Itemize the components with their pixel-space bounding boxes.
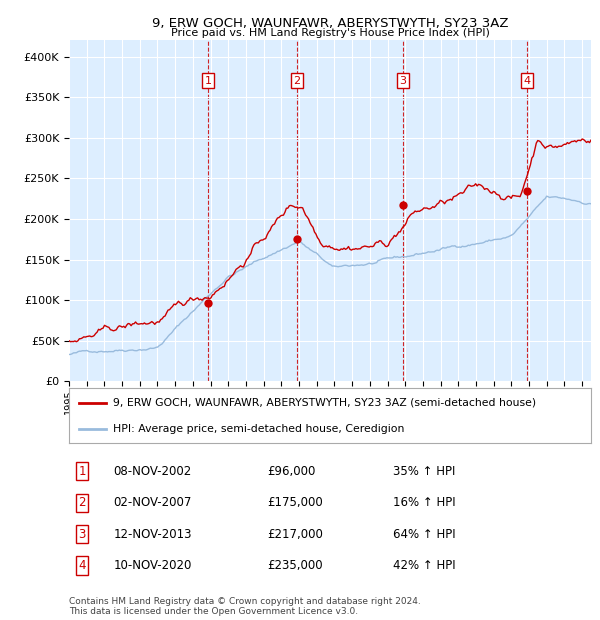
Text: 42% ↑ HPI: 42% ↑ HPI: [392, 559, 455, 572]
Text: HPI: Average price, semi-detached house, Ceredigion: HPI: Average price, semi-detached house,…: [113, 424, 405, 435]
Text: 02-NOV-2007: 02-NOV-2007: [113, 496, 192, 509]
Text: 10-NOV-2020: 10-NOV-2020: [113, 559, 192, 572]
Text: 64% ↑ HPI: 64% ↑ HPI: [392, 528, 455, 541]
Text: 9, ERW GOCH, WAUNFAWR, ABERYSTWYTH, SY23 3AZ: 9, ERW GOCH, WAUNFAWR, ABERYSTWYTH, SY23…: [152, 17, 508, 30]
Text: £217,000: £217,000: [268, 528, 323, 541]
Text: 4: 4: [523, 76, 530, 86]
Text: 4: 4: [78, 559, 86, 572]
Text: 08-NOV-2002: 08-NOV-2002: [113, 465, 191, 478]
Text: 3: 3: [400, 76, 406, 86]
Text: £175,000: £175,000: [268, 496, 323, 509]
Text: 2: 2: [293, 76, 300, 86]
Text: 16% ↑ HPI: 16% ↑ HPI: [392, 496, 455, 509]
Text: 3: 3: [79, 528, 86, 541]
Text: 35% ↑ HPI: 35% ↑ HPI: [392, 465, 455, 478]
Text: 12-NOV-2013: 12-NOV-2013: [113, 528, 192, 541]
Text: 1: 1: [78, 465, 86, 478]
Text: Contains HM Land Registry data © Crown copyright and database right 2024.
This d: Contains HM Land Registry data © Crown c…: [69, 597, 421, 616]
Text: 1: 1: [205, 76, 212, 86]
Text: 9, ERW GOCH, WAUNFAWR, ABERYSTWYTH, SY23 3AZ (semi-detached house): 9, ERW GOCH, WAUNFAWR, ABERYSTWYTH, SY23…: [113, 397, 536, 407]
Text: Price paid vs. HM Land Registry's House Price Index (HPI): Price paid vs. HM Land Registry's House …: [170, 28, 490, 38]
Text: £96,000: £96,000: [268, 465, 316, 478]
Text: £235,000: £235,000: [268, 559, 323, 572]
Text: 2: 2: [78, 496, 86, 509]
